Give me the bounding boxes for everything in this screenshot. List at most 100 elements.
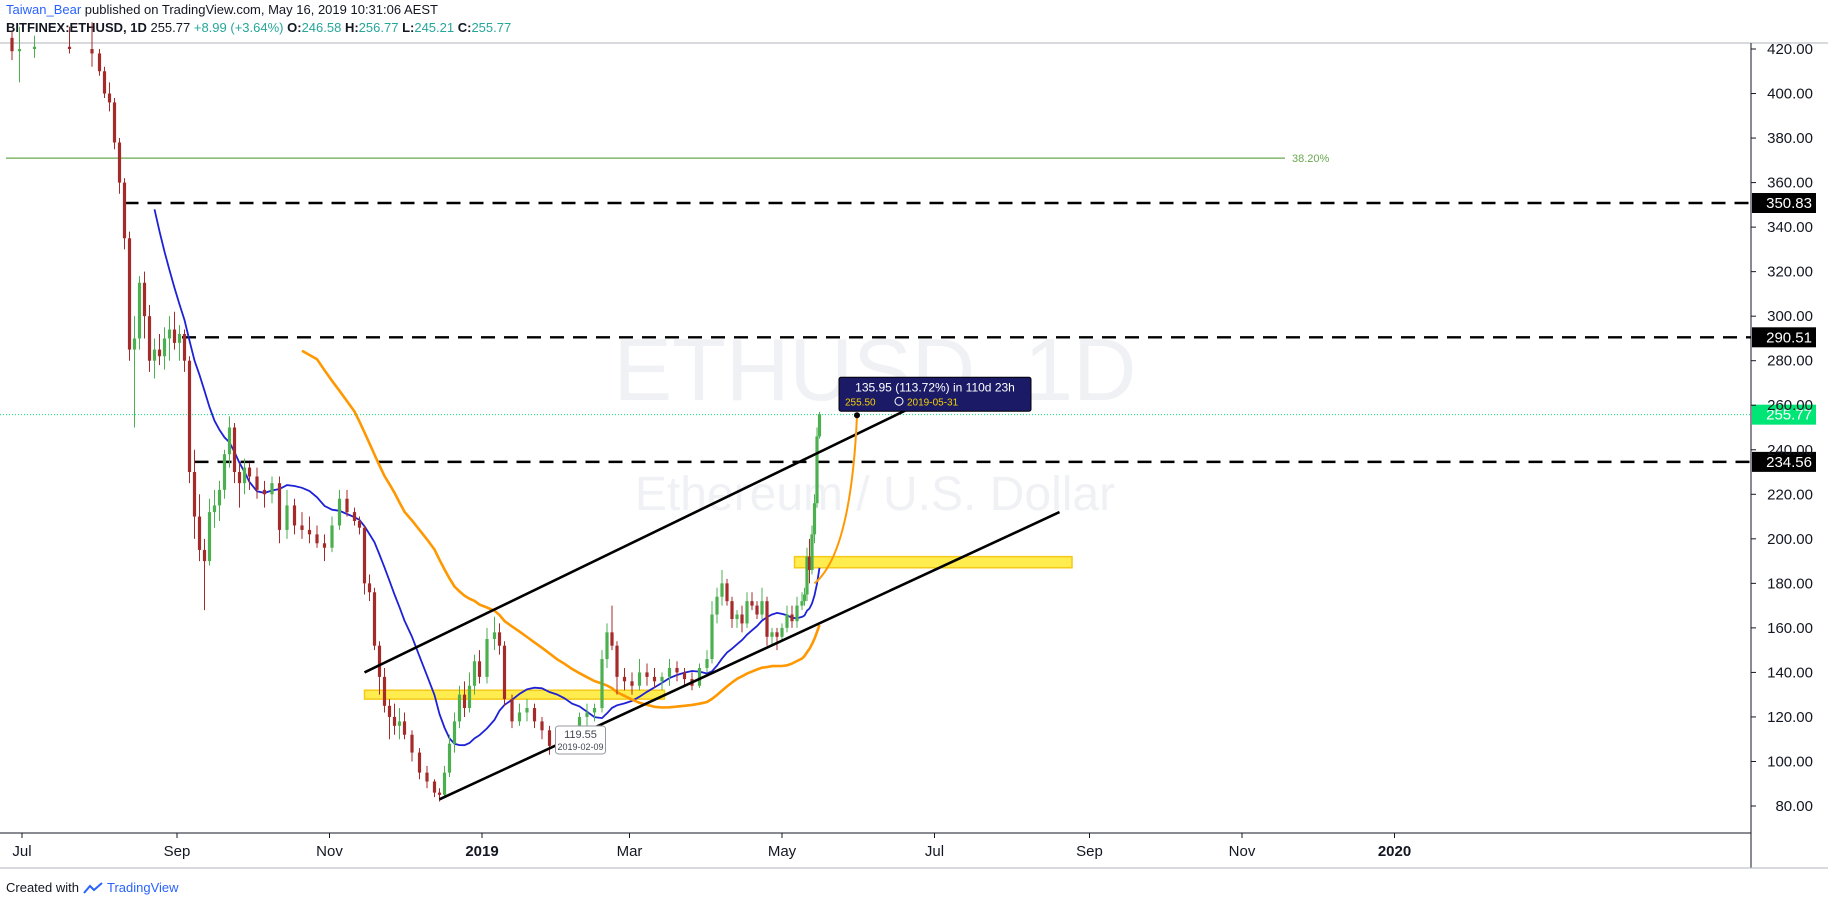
y-tick-label: 100.00 bbox=[1767, 753, 1813, 770]
candle-body bbox=[90, 49, 94, 54]
candle-body bbox=[775, 632, 779, 637]
candle-body bbox=[452, 721, 457, 744]
y-tick-label: 400.00 bbox=[1767, 86, 1813, 103]
candle-body bbox=[447, 743, 452, 773]
low-label-box bbox=[555, 725, 606, 755]
candles bbox=[10, 22, 822, 802]
candle-body bbox=[750, 601, 754, 606]
candle-body bbox=[285, 505, 289, 530]
candle-body bbox=[730, 601, 734, 619]
y-tick-label: 240.00 bbox=[1767, 442, 1813, 459]
candle-body bbox=[315, 534, 319, 544]
level-price-label: 234.56 bbox=[1766, 454, 1812, 471]
candle-body bbox=[765, 601, 769, 637]
candle-body bbox=[790, 614, 794, 622]
y-tick-label: 360.00 bbox=[1767, 175, 1813, 192]
symbol-name: BITFINEX:ETHUSD, 1D bbox=[6, 20, 147, 35]
candle-body bbox=[720, 583, 724, 597]
candle-body bbox=[97, 53, 102, 72]
level-price-label: 290.51 bbox=[1766, 329, 1812, 346]
x-tick-label: 2019 bbox=[465, 843, 498, 860]
candle-body bbox=[442, 772, 447, 795]
x-tick-label: Sep bbox=[1076, 843, 1103, 860]
candle-body bbox=[807, 556, 812, 570]
y-tick-label: 380.00 bbox=[1767, 130, 1813, 147]
time-axis: Jul Sep Nov 2019 Mar May Jul Sep Nov 2020 bbox=[12, 833, 1411, 860]
open-label: O: bbox=[287, 20, 302, 35]
price-axis: 80.00 100.00 120.00 140.00 160.00 180.00 200.0… bbox=[1751, 41, 1813, 815]
candle-body bbox=[177, 333, 182, 343]
price-levels: 350.83 290.51 234.56 bbox=[124, 193, 1816, 472]
close-value: 255.77 bbox=[471, 20, 512, 35]
candle-body bbox=[357, 521, 362, 528]
created-with-text: Created with bbox=[6, 880, 79, 895]
candle-body bbox=[410, 734, 414, 753]
candle-body bbox=[462, 694, 467, 709]
y-tick-label: 420.00 bbox=[1767, 41, 1813, 58]
candle-body bbox=[525, 708, 529, 713]
candle-body bbox=[715, 596, 719, 615]
candle-body bbox=[802, 594, 807, 602]
y-tick-label: 80.00 bbox=[1775, 798, 1813, 815]
level-price-label: 350.83 bbox=[1766, 195, 1812, 212]
x-tick-label: Sep bbox=[164, 843, 191, 860]
candle-body bbox=[667, 667, 672, 677]
candle-body bbox=[817, 414, 822, 437]
x-tick-label: Nov bbox=[1229, 843, 1256, 860]
candle-body bbox=[300, 525, 304, 530]
high-label: H: bbox=[344, 20, 359, 35]
candle-body bbox=[132, 338, 137, 350]
watermark-description: Ethereum / U.S. Dollar bbox=[635, 468, 1115, 521]
candle-body bbox=[107, 93, 112, 103]
projection-arc bbox=[813, 415, 858, 585]
candle-body bbox=[472, 661, 477, 686]
candle-body bbox=[137, 282, 142, 339]
candle-body bbox=[232, 427, 237, 473]
candle-body bbox=[147, 316, 152, 361]
candle-body bbox=[377, 645, 382, 677]
level-price-tag bbox=[1752, 193, 1816, 214]
low-label: L: bbox=[402, 20, 415, 35]
x-tick-label: Jul bbox=[925, 843, 944, 860]
author-link[interactable]: Taiwan_Bear bbox=[6, 2, 82, 17]
candle-body bbox=[795, 605, 799, 622]
candle-body bbox=[660, 676, 664, 682]
level-price-tag bbox=[1752, 451, 1816, 472]
x-tick-label: Jul bbox=[12, 843, 31, 860]
candle-body bbox=[770, 632, 774, 637]
candle-body bbox=[812, 503, 817, 535]
candle-body bbox=[255, 476, 259, 490]
candle-body bbox=[697, 667, 702, 686]
candle-body bbox=[710, 614, 714, 660]
support-zones bbox=[363, 555, 1073, 700]
candle-body bbox=[755, 605, 759, 615]
candle-body bbox=[292, 505, 297, 526]
candle-body bbox=[142, 282, 147, 317]
close-label: C: bbox=[457, 20, 472, 35]
candle-body bbox=[212, 505, 217, 513]
candle-body bbox=[492, 632, 497, 640]
measure-text: 135.95 (113.72%) in 110d 23h bbox=[855, 380, 1015, 394]
candle-body bbox=[652, 676, 657, 682]
projection-endpoint bbox=[854, 412, 860, 419]
fib-label: 38.20% bbox=[1292, 153, 1330, 165]
candle-body bbox=[362, 527, 367, 584]
candle-body bbox=[172, 329, 177, 343]
candle-body bbox=[117, 142, 122, 183]
candle-body bbox=[760, 601, 764, 615]
candle-body bbox=[397, 721, 402, 726]
candle-body bbox=[417, 752, 422, 773]
tradingview-brand[interactable]: TradingView bbox=[106, 880, 179, 895]
candle-body bbox=[705, 659, 709, 668]
candle-body bbox=[600, 659, 604, 709]
candle-body bbox=[330, 525, 334, 548]
y-tick-label: 260.00 bbox=[1767, 397, 1813, 414]
fib-level: 38.20% bbox=[6, 153, 1330, 165]
candle-body bbox=[532, 708, 537, 722]
high-value: 256.77 bbox=[358, 20, 399, 35]
candle-body bbox=[605, 632, 609, 660]
candle-body bbox=[800, 601, 804, 606]
candle-body bbox=[197, 516, 202, 550]
channel-lower-line bbox=[438, 510, 1061, 801]
